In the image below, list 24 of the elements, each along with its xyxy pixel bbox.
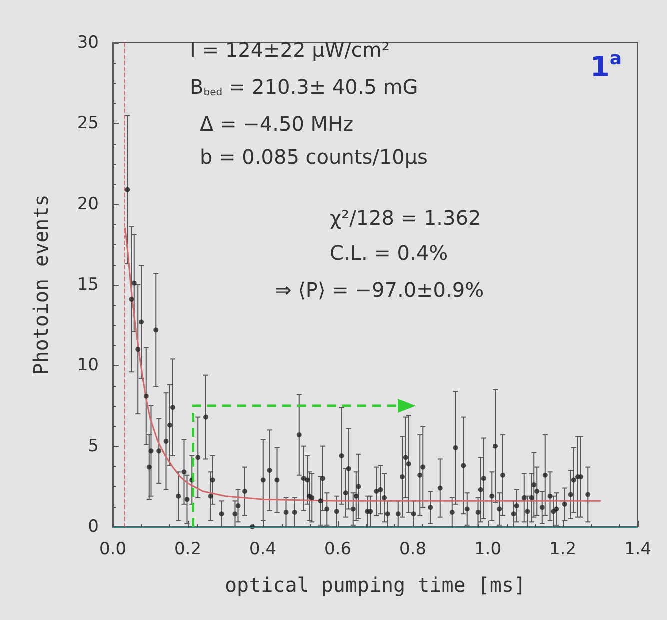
x-tick-label: 1.0 [474,540,502,560]
y-tick-label: 20 [77,194,99,214]
y-tick-label: 10 [77,356,99,376]
x-tick-label: 1.2 [549,540,577,560]
y-tick-label: 15 [77,275,99,295]
x-tick-label: 0.4 [249,540,277,560]
annotation: Bbed = 210.3± 40.5 mG [190,75,418,99]
annotation: Δ = −4.50 MHz [200,112,354,136]
annotation: b = 0.085 counts/10μs [200,145,428,169]
x-tick-label: 0.0 [99,540,127,560]
y-axis-title: Photoion events [29,194,53,376]
y-tick-label: 5 [88,436,99,456]
annotation: I = 124±22 μW/cm² [190,38,390,62]
y-tick-label: 0 [88,517,99,537]
x-tick-label: 0.2 [174,540,202,560]
x-tick-label: 0.8 [399,540,427,560]
y-tick-label: 30 [77,33,99,53]
x-tick-label: 1.4 [624,540,652,560]
annotation: χ²/128 = 1.362 [330,206,482,230]
x-tick-label: 0.6 [324,540,352,560]
annotation: C.L. = 0.4% [330,241,448,265]
x-axis-title: optical pumping time [ms] [224,573,526,597]
y-tick-label: 25 [77,114,99,134]
annotation: ⇒ ⟨P⟩ = −97.0±0.9% [275,278,484,302]
